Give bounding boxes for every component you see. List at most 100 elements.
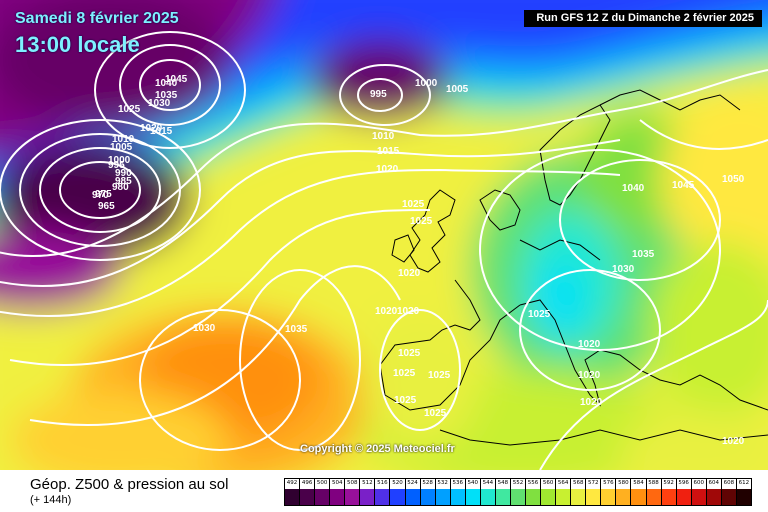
colorbar-label: 608 <box>723 480 735 486</box>
isobar-label: 1010 <box>112 134 135 145</box>
colorbar-segment: 496 <box>300 479 316 505</box>
colorbar-label: 576 <box>603 480 614 486</box>
map-canvas: 1045 1040 1035 1030 1025 1020 1015 1010 … <box>0 0 768 470</box>
colorbar-segment: 512 <box>360 479 376 505</box>
colorbar-segment: 532 <box>435 479 451 505</box>
colorbar-swatch <box>616 489 631 505</box>
colorbar-swatch <box>435 489 450 505</box>
colorbar-label: 588 <box>648 480 659 486</box>
colorbar-swatch <box>360 489 375 505</box>
colorbar-label: 596 <box>678 480 689 486</box>
colorbar-swatch <box>420 489 435 505</box>
colorbar-swatch <box>586 489 601 505</box>
colorbar-label: 516 <box>377 480 388 486</box>
colorbar-label: 552 <box>512 480 524 486</box>
isobar-label: 1030 <box>148 98 171 109</box>
isobar-label: 1020 <box>376 164 399 175</box>
colorbar-label: 500 <box>316 480 328 486</box>
isobar-label: 1025 <box>118 104 141 115</box>
isobar-label: 1020 <box>578 370 601 381</box>
colorbar-label: 540 <box>467 480 479 486</box>
colorbar-segment: 504 <box>330 479 346 505</box>
isobar-label: 975 <box>95 189 112 200</box>
colorbar-label: 508 <box>347 480 358 486</box>
isobar-label: 1025 <box>394 395 417 406</box>
colorbar-label: 492 <box>286 480 298 486</box>
isobar-label: 1015 <box>377 146 400 157</box>
colorbar-label: 524 <box>407 480 418 486</box>
isobar-label: 1035 <box>155 90 178 101</box>
colorbar-segment: 600 <box>691 479 707 505</box>
isobar-label: 1020 <box>375 306 398 317</box>
isobar-label: 1000 <box>108 155 131 166</box>
footer: Géop. Z500 & pression au sol (+ 144h) 49… <box>0 470 768 512</box>
colorbar-segment: 572 <box>586 479 602 505</box>
colorbar-label: 520 <box>392 480 403 486</box>
colorbar-swatch <box>300 489 315 505</box>
isobar-label: 1045 <box>165 74 188 85</box>
isobar-label: 1020 <box>578 339 601 350</box>
isobar-label: 980 <box>112 182 129 193</box>
colorbar-label: 528 <box>422 480 433 486</box>
forecast-date: Samedi 8 février 2025 <box>15 10 179 27</box>
isobar-label: 1050 <box>722 174 745 185</box>
colorbar-label: 504 <box>331 480 343 486</box>
colorbar-segment: 556 <box>526 479 542 505</box>
isobar-label: 1020 <box>580 397 603 408</box>
isobar-label: 1025 <box>402 199 425 210</box>
isobar-label: 1025 <box>398 348 421 359</box>
colorbar-segment: 588 <box>646 479 662 505</box>
colorbar-segment: 524 <box>405 479 421 505</box>
colorbar-label: 496 <box>301 480 313 486</box>
isobar-label: 1025 <box>428 370 451 381</box>
weather-map: 1045 1040 1035 1030 1025 1020 1015 1010 … <box>0 0 768 470</box>
chart-subtitle: (+ 144h) <box>30 494 72 506</box>
colorbar-segment: 516 <box>375 479 391 505</box>
colorbar-swatch <box>676 489 691 505</box>
colorbar-label: 532 <box>437 480 448 486</box>
colorbar-swatch <box>390 489 405 505</box>
colorbar-segment: 592 <box>661 479 677 505</box>
colorbar-segment: 536 <box>450 479 466 505</box>
colorbar-swatch <box>285 489 300 505</box>
colorbar-segment: 520 <box>390 479 406 505</box>
colorbar-label: 580 <box>618 480 629 486</box>
colorbar-segment: 508 <box>345 479 361 505</box>
colorbar-legend: 492 496 500 504 508 512 516 520 524 528 532 536 540 5… <box>284 478 752 506</box>
colorbar-swatch <box>495 489 510 505</box>
colorbar-label: 556 <box>527 480 539 486</box>
colorbar-segment: 492 <box>285 479 301 505</box>
isobar-label: 995 <box>108 160 125 171</box>
colorbar-swatch <box>571 489 586 505</box>
colorbar-segment: 552 <box>510 479 526 505</box>
colorbar-swatch <box>345 489 360 505</box>
colorbar-segment: 528 <box>420 479 436 505</box>
colorbar-label: 548 <box>497 480 509 486</box>
colorbar-swatch <box>661 489 676 505</box>
forecast-local-time: 13:00 locale <box>15 32 140 57</box>
colorbar-label: 584 <box>633 480 644 486</box>
colorbar-swatch <box>450 489 465 505</box>
isobar-label: 1025 <box>410 216 433 227</box>
isobar-label: 995 <box>370 89 387 100</box>
colorbar-segment: 564 <box>556 479 572 505</box>
isobar-label: 1020 <box>397 306 420 317</box>
colorbar-segment: 548 <box>495 479 511 505</box>
isobar-label: 1005 <box>110 142 133 153</box>
isobar-label: 1045 <box>672 180 695 191</box>
isobar-label: 1005 <box>446 84 469 95</box>
colorbar-swatch <box>315 489 330 505</box>
colorbar-swatch <box>601 489 616 505</box>
isobar-label: 990 <box>115 168 132 179</box>
colorbar-segment: 604 <box>706 479 722 505</box>
colorbar-swatch <box>691 489 706 505</box>
colorbar-swatch <box>556 489 571 505</box>
isobar-label: 1035 <box>632 249 655 260</box>
colorbar-label: 512 <box>362 480 373 486</box>
colorbar-swatch <box>465 489 480 505</box>
isobars <box>0 31 768 470</box>
colorbar-swatch <box>330 489 345 505</box>
colorbar-swatch <box>510 489 525 505</box>
colorbar-label: 564 <box>557 480 569 486</box>
isobar-label: 1020 <box>398 268 421 279</box>
